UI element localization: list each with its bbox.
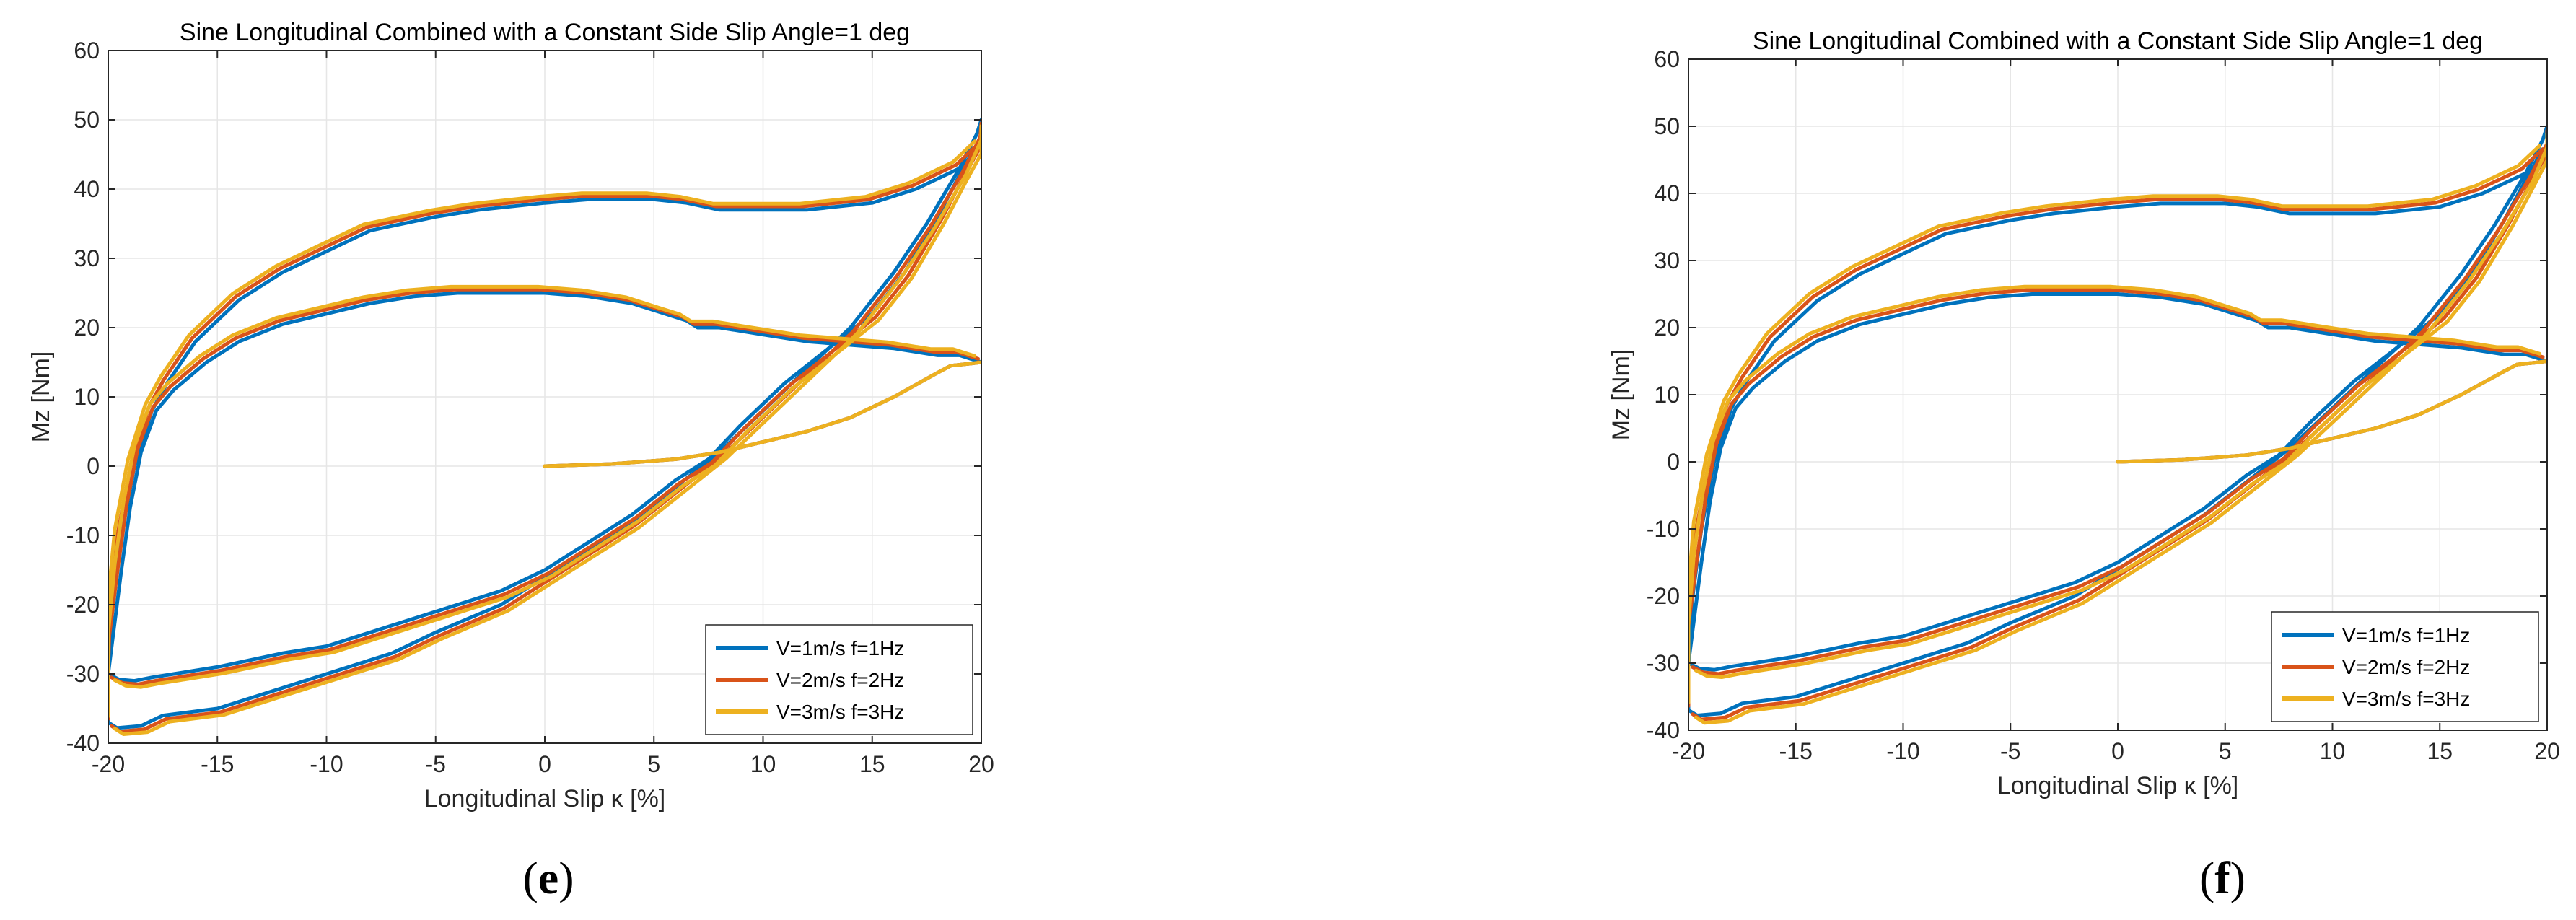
legend-label-2: V=2m/s f=2Hz bbox=[2342, 656, 2470, 678]
caption-open: ( bbox=[522, 852, 538, 903]
x-tick-label: 15 bbox=[859, 751, 885, 777]
x-tick-label: -15 bbox=[1779, 738, 1813, 764]
x-tick-label: -20 bbox=[92, 751, 125, 777]
chart-f: -20 -15 -10 -5 0 5 10 15 20 -40 -30 -20 -10 0 10 20 30 40… bbox=[1608, 27, 2560, 799]
chart-title: Sine Longitudinal Combined with a Consta… bbox=[180, 19, 910, 46]
y-axis-label: Mz [Nm] bbox=[1608, 349, 1635, 441]
series-line-2 bbox=[108, 287, 980, 673]
series-line-3 bbox=[113, 144, 981, 689]
legend-label-3: V=3m/s f=3Hz bbox=[776, 701, 904, 723]
x-tick-label: 5 bbox=[2219, 738, 2232, 764]
series-line-3 bbox=[543, 360, 981, 468]
caption-open: ( bbox=[2199, 852, 2215, 903]
legend-label-2: V=2m/s f=2Hz bbox=[776, 669, 904, 691]
legend-label-3: V=3m/s f=3Hz bbox=[2342, 688, 2470, 710]
y-tick-label: -30 bbox=[1647, 650, 1680, 676]
x-tick-label: -10 bbox=[1886, 738, 1919, 764]
series-line-2 bbox=[1688, 288, 2545, 661]
series-line-3 bbox=[1694, 152, 2547, 679]
series-line-3 bbox=[2116, 359, 2547, 464]
x-tick-label: -5 bbox=[2000, 738, 2020, 764]
series-group bbox=[1688, 124, 2547, 725]
x-tick-label: -10 bbox=[310, 751, 343, 777]
y-tick-label: 20 bbox=[74, 315, 100, 341]
series-group bbox=[108, 118, 981, 736]
x-tick-label: 15 bbox=[2427, 738, 2453, 764]
x-tick-label: 0 bbox=[538, 751, 551, 777]
y-tick-label: 10 bbox=[1654, 382, 1680, 408]
x-tick-label: 5 bbox=[647, 751, 660, 777]
y-tick-label: 30 bbox=[1654, 247, 1680, 273]
series-line-1 bbox=[108, 291, 981, 676]
y-tick-label: -10 bbox=[66, 522, 100, 548]
y-tick-label: 10 bbox=[74, 384, 100, 410]
y-tick-label: -20 bbox=[66, 592, 100, 618]
x-tick-label: 0 bbox=[2111, 738, 2124, 764]
caption-close: ) bbox=[2230, 852, 2246, 903]
y-tick-label: 50 bbox=[74, 107, 100, 133]
y-tick-label: 50 bbox=[1654, 113, 1680, 139]
series-line-3 bbox=[1688, 144, 2542, 705]
y-tick-label: 30 bbox=[74, 245, 100, 271]
y-tick-label: 20 bbox=[1654, 315, 1680, 341]
y-tick-label: 0 bbox=[1667, 449, 1680, 475]
series-line-3 bbox=[108, 284, 977, 670]
y-tick-label: -30 bbox=[66, 661, 100, 687]
y-tick-label: 40 bbox=[74, 176, 100, 202]
y-tick-label: -40 bbox=[66, 730, 100, 756]
caption-letter: e bbox=[538, 852, 559, 903]
x-tick-label: 20 bbox=[2534, 738, 2560, 764]
y-axis-label: Mz [Nm] bbox=[27, 351, 55, 443]
y-tick-label: -10 bbox=[1647, 516, 1680, 542]
x-axis-label: Longitudinal Slip κ [%] bbox=[1997, 772, 2239, 799]
x-tick-label: -20 bbox=[1672, 738, 1705, 764]
series-line-3 bbox=[1688, 284, 2542, 658]
series-line-3 bbox=[108, 139, 977, 719]
x-tick-label: -5 bbox=[426, 751, 446, 777]
caption-letter: f bbox=[2214, 852, 2230, 903]
series-line-1 bbox=[1688, 292, 2547, 665]
series-line-2 bbox=[1691, 149, 2547, 676]
legend-label-1: V=1m/s f=1Hz bbox=[776, 637, 904, 660]
x-tick-label: 10 bbox=[750, 751, 776, 777]
caption-f: (f) bbox=[2150, 851, 2295, 905]
caption-close: ) bbox=[558, 852, 574, 903]
y-tick-label: -40 bbox=[1647, 717, 1680, 743]
legend-label-1: V=1m/s f=1Hz bbox=[2342, 624, 2470, 647]
y-tick-label: -20 bbox=[1647, 583, 1680, 609]
x-tick-label: 20 bbox=[968, 751, 994, 777]
chart-title: Sine Longitudinal Combined with a Consta… bbox=[1753, 27, 2483, 55]
chart-e: -20 -15 -10 -5 0 5 10 15 20 -40 -30 -20 -10 0 10 20 30 40… bbox=[27, 19, 994, 812]
x-axis-label: Longitudinal Slip κ [%] bbox=[424, 785, 666, 812]
series-line-3 bbox=[1694, 131, 2547, 725]
series-line-2 bbox=[110, 142, 981, 686]
y-tick-label: 60 bbox=[1654, 46, 1680, 72]
x-tick-label: 10 bbox=[2320, 738, 2346, 764]
y-tick-label: 40 bbox=[1654, 180, 1680, 206]
series-line-3 bbox=[113, 124, 981, 736]
caption-e: (e) bbox=[476, 851, 621, 905]
y-tick-label: 60 bbox=[74, 38, 100, 63]
x-tick-label: -15 bbox=[201, 751, 234, 777]
y-tick-label: 0 bbox=[87, 453, 100, 479]
